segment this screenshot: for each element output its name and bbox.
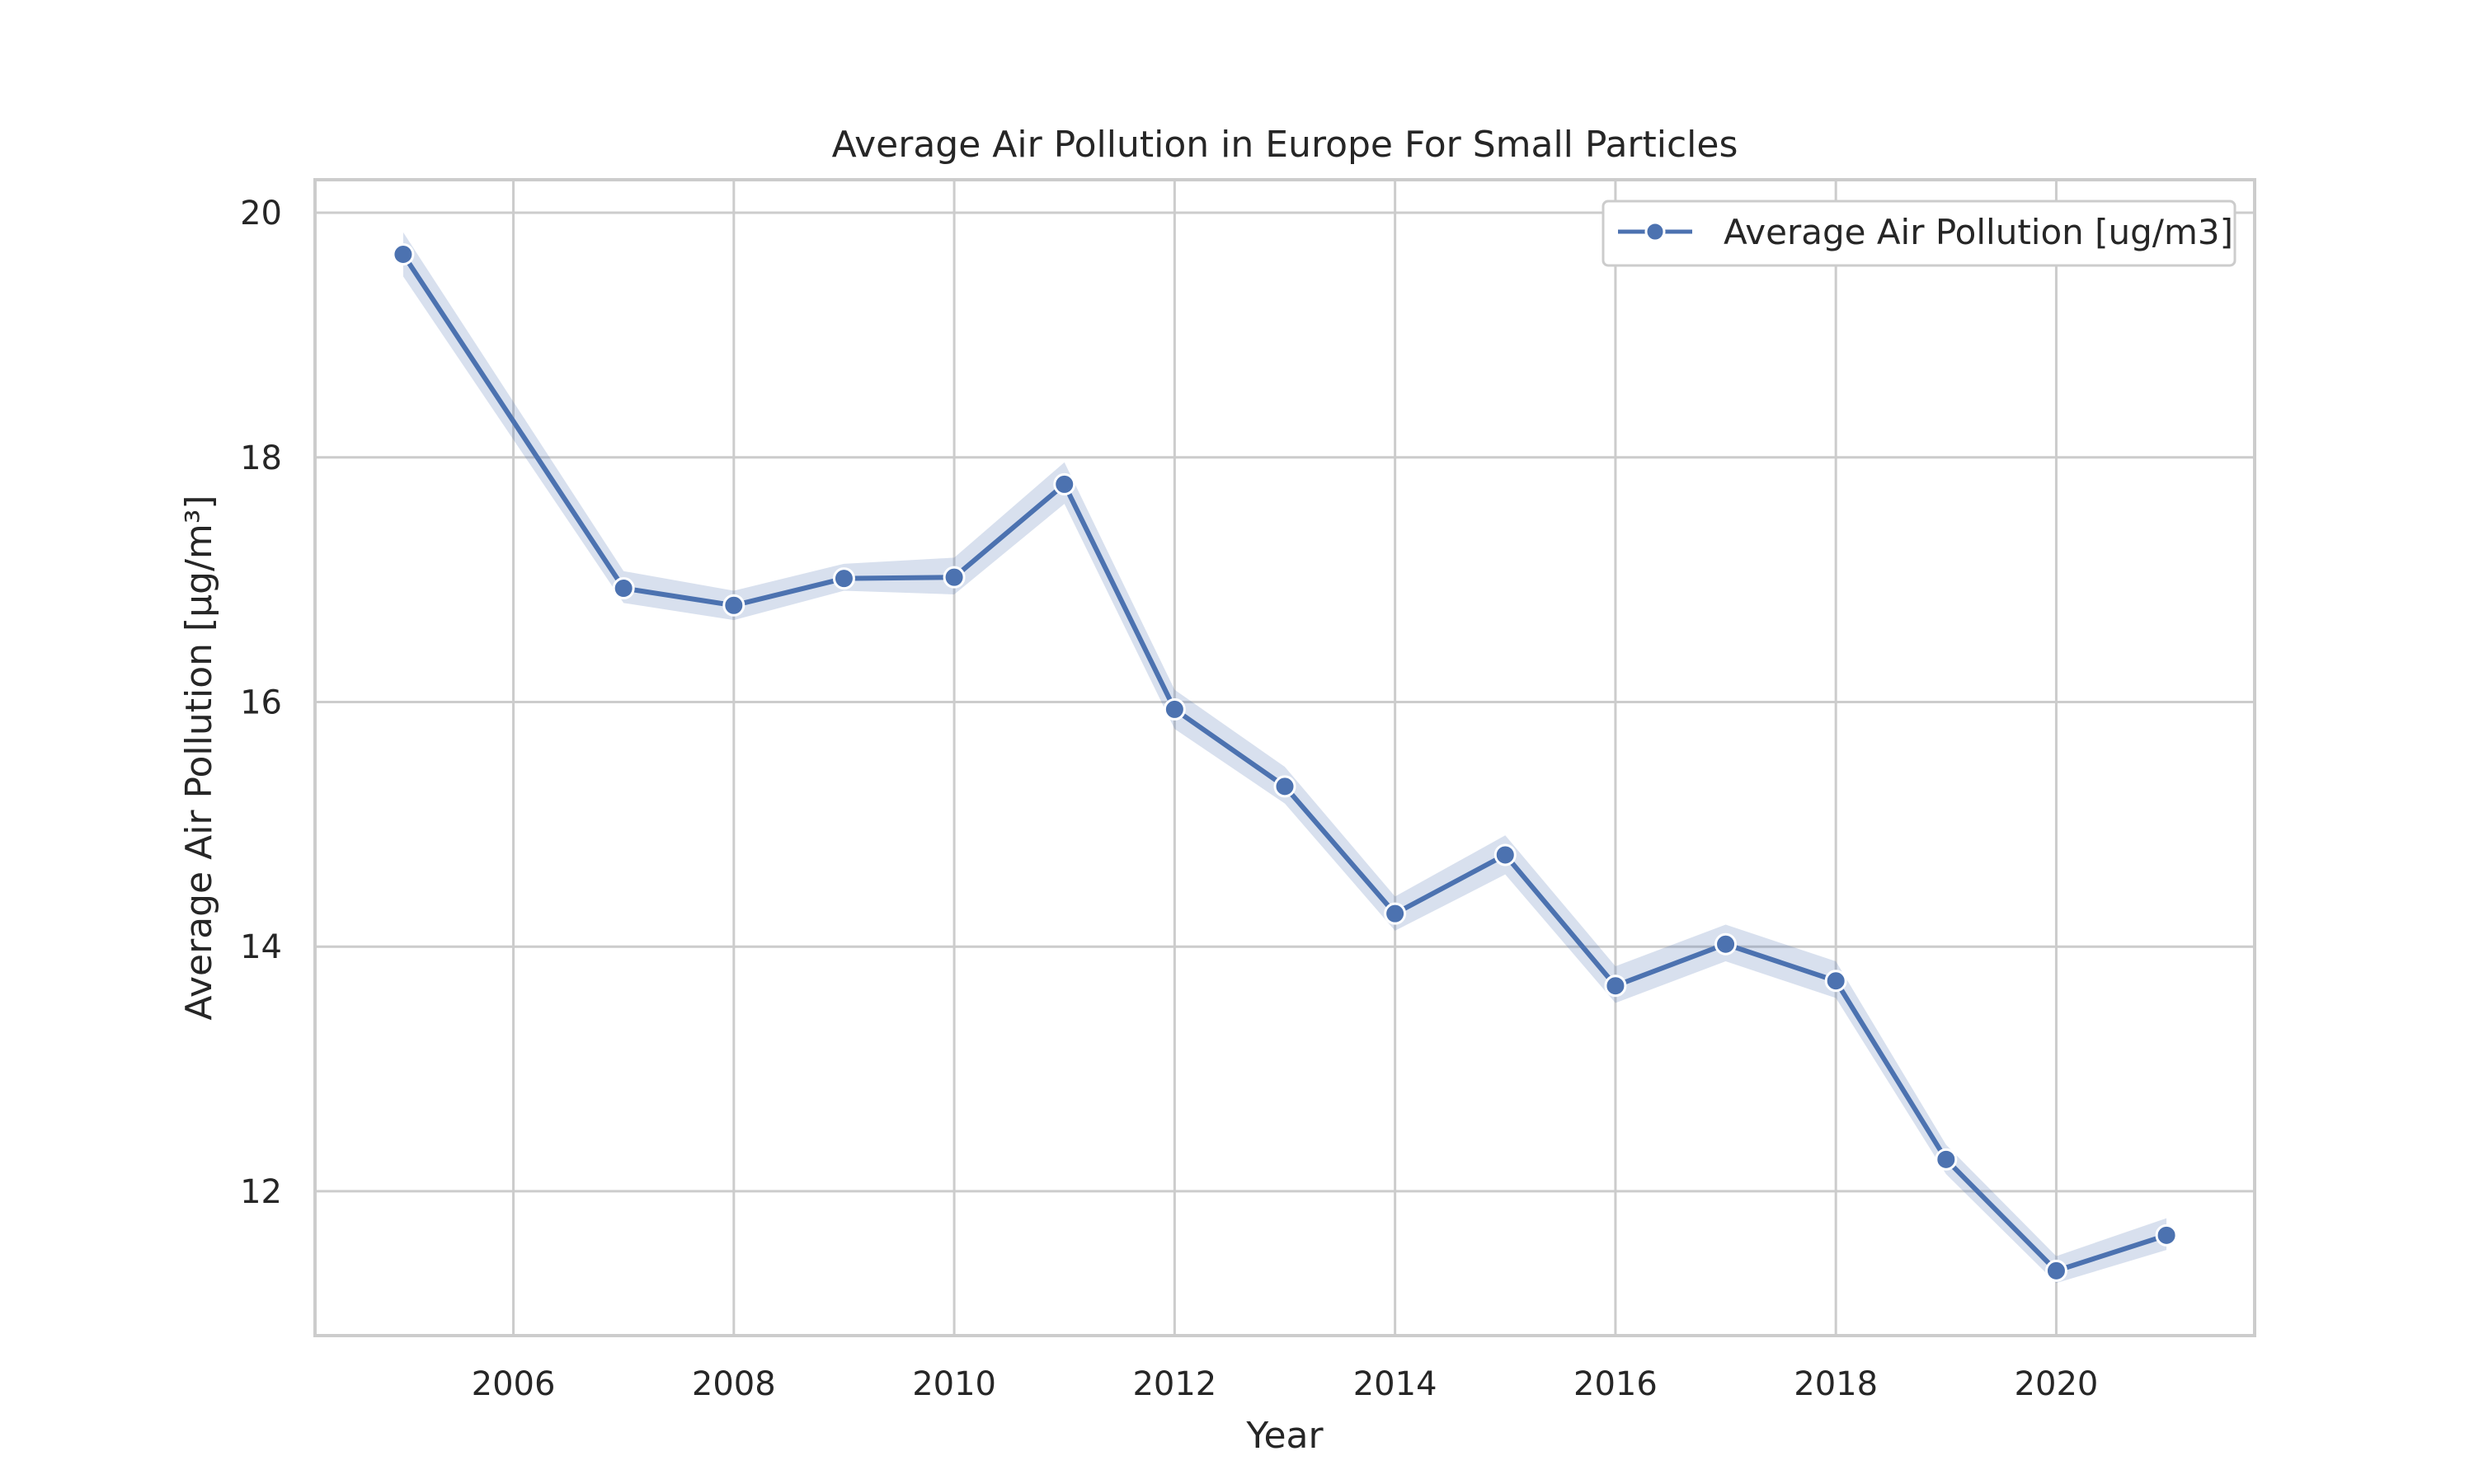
chart-title: Average Air Pollution in Europe For Smal… [832, 124, 1738, 166]
data-point [722, 594, 745, 617]
series-line [400, 251, 2170, 1274]
data-point [1493, 843, 1517, 866]
x-tick-label: 2020 [2015, 1365, 2099, 1403]
legend-box [1602, 200, 2236, 267]
y-tick-label: 12 [240, 1173, 282, 1211]
x-tick-label: 2008 [692, 1365, 776, 1403]
y-tick-label: 20 [240, 195, 282, 232]
series-line-layer [400, 251, 2170, 1274]
legend: Average Air Pollution [ug/m3] [1602, 200, 2236, 267]
plot-area [313, 178, 2256, 1337]
y-tick-labels: 12 14 16 18 20 [240, 195, 282, 1211]
y-tick-label: 14 [240, 928, 282, 966]
data-point [943, 566, 966, 589]
data-point [1714, 932, 1738, 956]
y-axis-label: Average Air Pollution [µg/m³] [178, 495, 220, 1020]
y-tick-label: 18 [240, 439, 282, 477]
data-point [1604, 974, 1627, 998]
x-tick-label: 2010 [912, 1365, 996, 1403]
x-tick-label: 2012 [1132, 1365, 1216, 1403]
data-point [1053, 472, 1076, 495]
data-point [2155, 1223, 2178, 1247]
legend-entry-label: Average Air Pollution [ug/m3] [1724, 212, 2233, 252]
y-tick-label: 16 [240, 683, 282, 721]
x-tick-label: 2016 [1573, 1365, 1658, 1403]
x-tick-label: 2014 [1353, 1365, 1437, 1403]
data-point [1384, 902, 1407, 925]
marker-layer [392, 242, 2178, 1282]
data-point [1163, 697, 1186, 721]
data-point [1824, 970, 1847, 993]
data-point [1273, 775, 1296, 798]
data-point [612, 577, 635, 600]
data-point [392, 242, 415, 265]
data-point [2044, 1259, 2067, 1282]
x-tick-labels: 2006 2008 2010 2012 2014 2016 2018 2020 [472, 1365, 2099, 1403]
x-tick-label: 2006 [472, 1365, 556, 1403]
x-axis-label: Year [1245, 1415, 1324, 1457]
x-tick-label: 2018 [1794, 1365, 1878, 1403]
data-point [832, 567, 855, 590]
legend-marker-swatch [1644, 221, 1666, 242]
data-point [1935, 1148, 1958, 1171]
